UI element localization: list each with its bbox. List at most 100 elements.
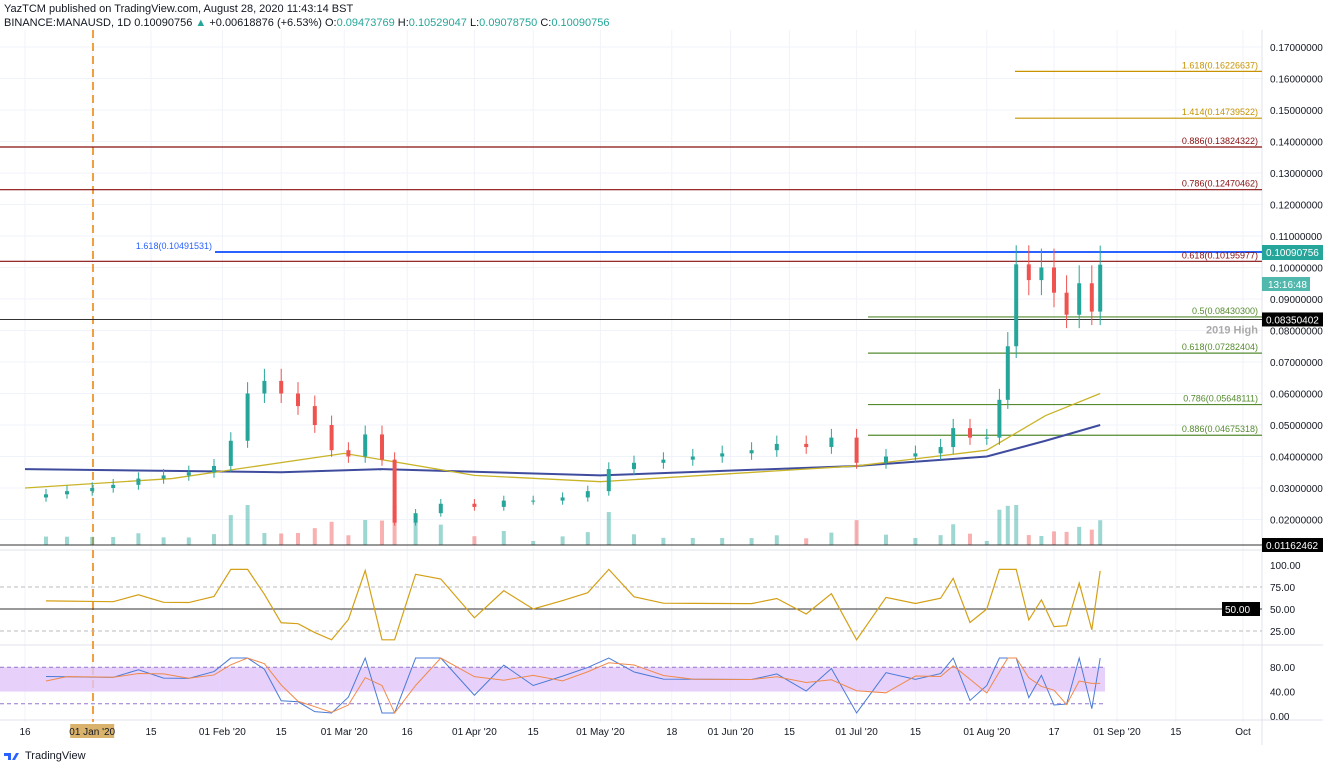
open-value: 0.09473769 — [336, 17, 395, 29]
volume-bar — [1026, 535, 1031, 545]
candle-body — [1064, 292, 1069, 315]
candle-body — [438, 503, 443, 514]
x-tick-label: 01 Mar '20 — [321, 727, 368, 738]
x-tick-label: 15 — [276, 727, 288, 738]
rsi-tick-label: 75.00 — [1270, 583, 1295, 594]
x-tick-label: 16 — [19, 727, 31, 738]
fib-level-label: 0.886(0.04675318) — [1182, 424, 1258, 434]
volume-bar — [661, 537, 666, 545]
candle-body — [829, 437, 834, 448]
volume-bar — [392, 505, 397, 545]
volume-bar — [161, 537, 166, 545]
x-tick-label: Oct — [1235, 727, 1251, 738]
fib-level-label: 0.886(0.13824322) — [1182, 136, 1258, 146]
y-tick-label: 0.12000000 — [1270, 201, 1323, 212]
volume-bar — [438, 524, 443, 545]
volume-bar — [472, 536, 477, 545]
volume-bar — [632, 534, 636, 545]
volume-bar — [380, 520, 384, 545]
x-tick-label: 15 — [910, 727, 922, 738]
publisher-line: YazTCM published on TradingView.com, Aug… — [4, 3, 354, 15]
stoch-d-line — [45, 657, 1101, 714]
last-price: 0.10090756 — [134, 17, 193, 29]
volume-tag — [1262, 538, 1323, 552]
x-tick-label: 01 Jul '20 — [835, 727, 878, 738]
x-tick-label: 01 Feb '20 — [199, 727, 246, 738]
candle-body — [262, 380, 267, 394]
x-tick-label: 16 — [402, 727, 414, 738]
candle-body — [531, 500, 536, 502]
candle-body — [228, 440, 233, 466]
volume-bar — [1014, 505, 1019, 545]
candle-body — [884, 456, 888, 463]
candle-body — [413, 513, 418, 523]
y-tick-label: 0.05000000 — [1270, 421, 1323, 432]
candle-body — [90, 488, 95, 492]
tradingview-logo-icon — [4, 753, 19, 760]
volume-bar — [296, 533, 300, 545]
candle-body — [606, 469, 611, 492]
x-tick-highlight — [70, 724, 115, 738]
volume-bar — [804, 538, 809, 545]
stoch-tick-label: 40.00 — [1270, 688, 1295, 699]
candle-body — [951, 428, 956, 448]
candle-body — [968, 428, 972, 438]
volume-bar — [90, 536, 95, 545]
volume-bar — [560, 536, 565, 545]
candle-body — [296, 393, 300, 407]
fib-level-label: 1.414(0.14739522) — [1182, 107, 1258, 117]
stoch-tick-label: 0.00 — [1270, 712, 1290, 723]
x-tick-label: 15 — [784, 727, 796, 738]
candle-body — [585, 491, 590, 498]
candle-body — [560, 497, 565, 501]
volume-bar — [984, 541, 989, 545]
volume-bar — [951, 524, 956, 545]
candle-body — [1077, 283, 1082, 315]
high-value: 0.10529047 — [408, 17, 467, 29]
volume-bar — [212, 534, 216, 545]
volume-bar — [44, 536, 48, 545]
volume-bar — [1039, 536, 1044, 545]
close-value-label: C: — [540, 17, 552, 29]
candle-body — [1039, 267, 1044, 281]
volume-bar — [968, 533, 972, 545]
stoch-tick-label: 80.00 — [1270, 663, 1295, 674]
candle-body — [380, 434, 384, 460]
volume-bar — [1098, 520, 1103, 545]
ma-100-line — [24, 392, 1101, 489]
x-tick-label: 15 — [528, 727, 540, 738]
price-chart[interactable]: 0.17000000 0.16000000 0.15000000 0.14000000… — [0, 30, 1323, 745]
candle-body — [774, 443, 779, 451]
candle-body — [44, 494, 48, 498]
volume-bar — [111, 537, 116, 545]
y-tick-label: 0.03000000 — [1270, 484, 1323, 495]
y-tick-label: 0.10000000 — [1270, 264, 1323, 275]
candle-body — [720, 453, 725, 457]
rsi-line — [45, 568, 1101, 641]
x-tick-label: 01 Jun '20 — [708, 727, 754, 738]
countdown-tag — [1262, 277, 1310, 291]
high-label: H: — [397, 17, 409, 29]
fib-level-label: 0.786(0.12470462) — [1182, 179, 1258, 189]
volume-bar — [854, 520, 859, 545]
last-price-tag — [1262, 245, 1323, 260]
volume-bar — [585, 532, 590, 545]
volume-bar — [346, 535, 351, 545]
x-tick-label: 01 Sep '20 — [1093, 727, 1141, 738]
volume-bar — [913, 538, 918, 545]
rsi-marker-tag — [1222, 602, 1260, 616]
candle-body — [65, 491, 69, 495]
candle-body — [632, 462, 636, 470]
volume-bar — [65, 536, 69, 545]
volume-bar — [606, 512, 611, 545]
ma-200-line — [24, 424, 1101, 477]
volume-bar — [329, 521, 334, 545]
candle-body — [984, 437, 989, 439]
candle-body — [136, 478, 141, 485]
y-tick-label: 0.07000000 — [1270, 358, 1323, 369]
candle-body — [392, 459, 397, 523]
x-tick-label: 18 — [666, 727, 678, 738]
fib-level-label: 1.618(0.10491531) — [136, 241, 212, 251]
volume-bar — [997, 509, 1002, 545]
last-price-label: 0.10090756 — [1266, 248, 1319, 259]
